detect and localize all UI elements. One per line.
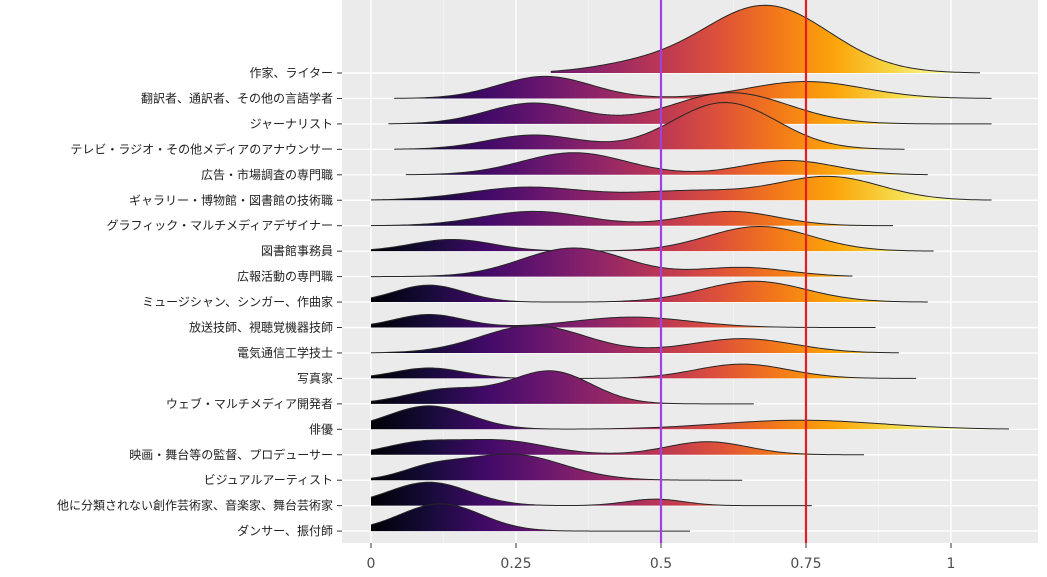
ridge-outline [370,438,864,456]
ridge-area [371,364,917,379]
ridge-18 [370,481,812,507]
ridge-outline [388,92,992,125]
ridge-outline [370,325,899,354]
ridge-outline [370,313,876,328]
ridge-outline [370,363,917,379]
ridge-area [394,102,905,150]
y-tick-label: 他に分類されない創作芸術家、音楽家、舞台芸術家 [57,498,333,513]
ridge-area [371,454,743,481]
ridge-area [371,314,876,328]
ridge-area [371,248,853,277]
ridge-area [371,176,992,201]
y-tick-label: 翻訳者、通訳者、その他の言語学者 [141,90,333,105]
y-tick-label: ダンサー、振付師 [237,523,333,538]
ridge-outline [550,4,981,74]
ridges [370,4,1010,532]
ridge-11 [370,313,876,328]
ridge-6 [370,175,992,201]
y-tick-label: 作家、ライター [249,65,333,80]
ridge-outline [370,280,928,303]
y-tick-label: テレビ・ラジオ・その他メディアのアナウンサー [70,141,333,156]
ridge-9 [370,247,853,278]
x-tick-label: 1 [947,556,956,572]
ridge-outline [370,175,992,201]
ridge-2 [394,75,992,99]
x-axis: 0 0.25 0.5 0.75 1 [367,543,956,572]
y-tick-label: 広報活動の専門職 [237,270,333,284]
ridge-1 [550,4,981,74]
x-tick-label: 0 [367,556,376,572]
ridge-area [371,325,899,353]
ridge-outline [370,370,754,405]
ridge-area [371,503,690,532]
ridge-area [371,281,928,303]
y-tick-label: 映画・舞台等の監督、プロデューサー [129,447,333,462]
ridge-outline [370,247,853,278]
y-tick-label: 広告・市場調査の専門職 [201,167,333,182]
y-tick-label: ビジュアルアーティスト [204,473,333,487]
ridge-area [550,5,980,73]
y-tick-label: 俳優 [309,422,333,436]
ridge-area [388,92,992,124]
ridge-area [371,211,893,226]
ridge-14 [370,370,754,405]
ridge-4 [394,102,905,150]
ridge-outline [394,75,992,99]
y-tick-label: ジャーナリスト [250,117,333,131]
ridge-area [371,226,934,252]
y-tick-label: 電気通信工学技士 [237,345,333,360]
ridge-17 [370,453,743,481]
ridge-5 [405,152,928,176]
y-tick-label: グラフィック・マルチメディアデザイナー [107,218,333,233]
ridge-15 [370,405,1010,430]
ridge-13 [370,363,917,379]
ridge-outline [370,225,934,252]
y-tick-label: 放送技師、視聴覚機器技師 [189,320,333,335]
ridge-area [371,405,1009,430]
ridge-outline [394,102,905,150]
reference-lines [659,0,808,543]
ridge-outline [370,481,812,507]
y-axis: 作家、ライター翻訳者、通訳者、その他の言語学者ジャーナリストテレビ・ラジオ・その… [57,65,342,538]
ridge-outline [370,405,1010,430]
y-tick-label: ウェブ・マルチメディア開発者 [166,396,333,411]
x-tick-label: 0.75 [790,556,821,572]
y-tick-label: 写真家 [297,370,333,385]
ridge-area [371,439,864,455]
ridge-area [371,482,812,506]
ridge-outline [370,503,690,532]
y-tick-label: ミュージシャン、シンガー、作曲家 [142,294,333,309]
x-tick-label: 0.5 [650,556,672,572]
ridge-area [371,370,754,404]
ridge-12 [370,325,899,354]
ridge-outline [405,152,928,176]
y-tick-label: 図書館事務員 [261,243,333,258]
ridge-19 [370,503,690,532]
x-tick-label: 0.25 [500,556,531,572]
ridge-area [394,76,992,99]
ridge-10 [370,280,928,303]
ridge-3 [388,92,992,125]
ridge-16 [370,438,864,456]
y-tick-label: ギャラリー・博物館・図書館の技術職 [129,192,333,207]
ridge-8 [370,225,934,252]
ridge-outline [370,453,743,481]
